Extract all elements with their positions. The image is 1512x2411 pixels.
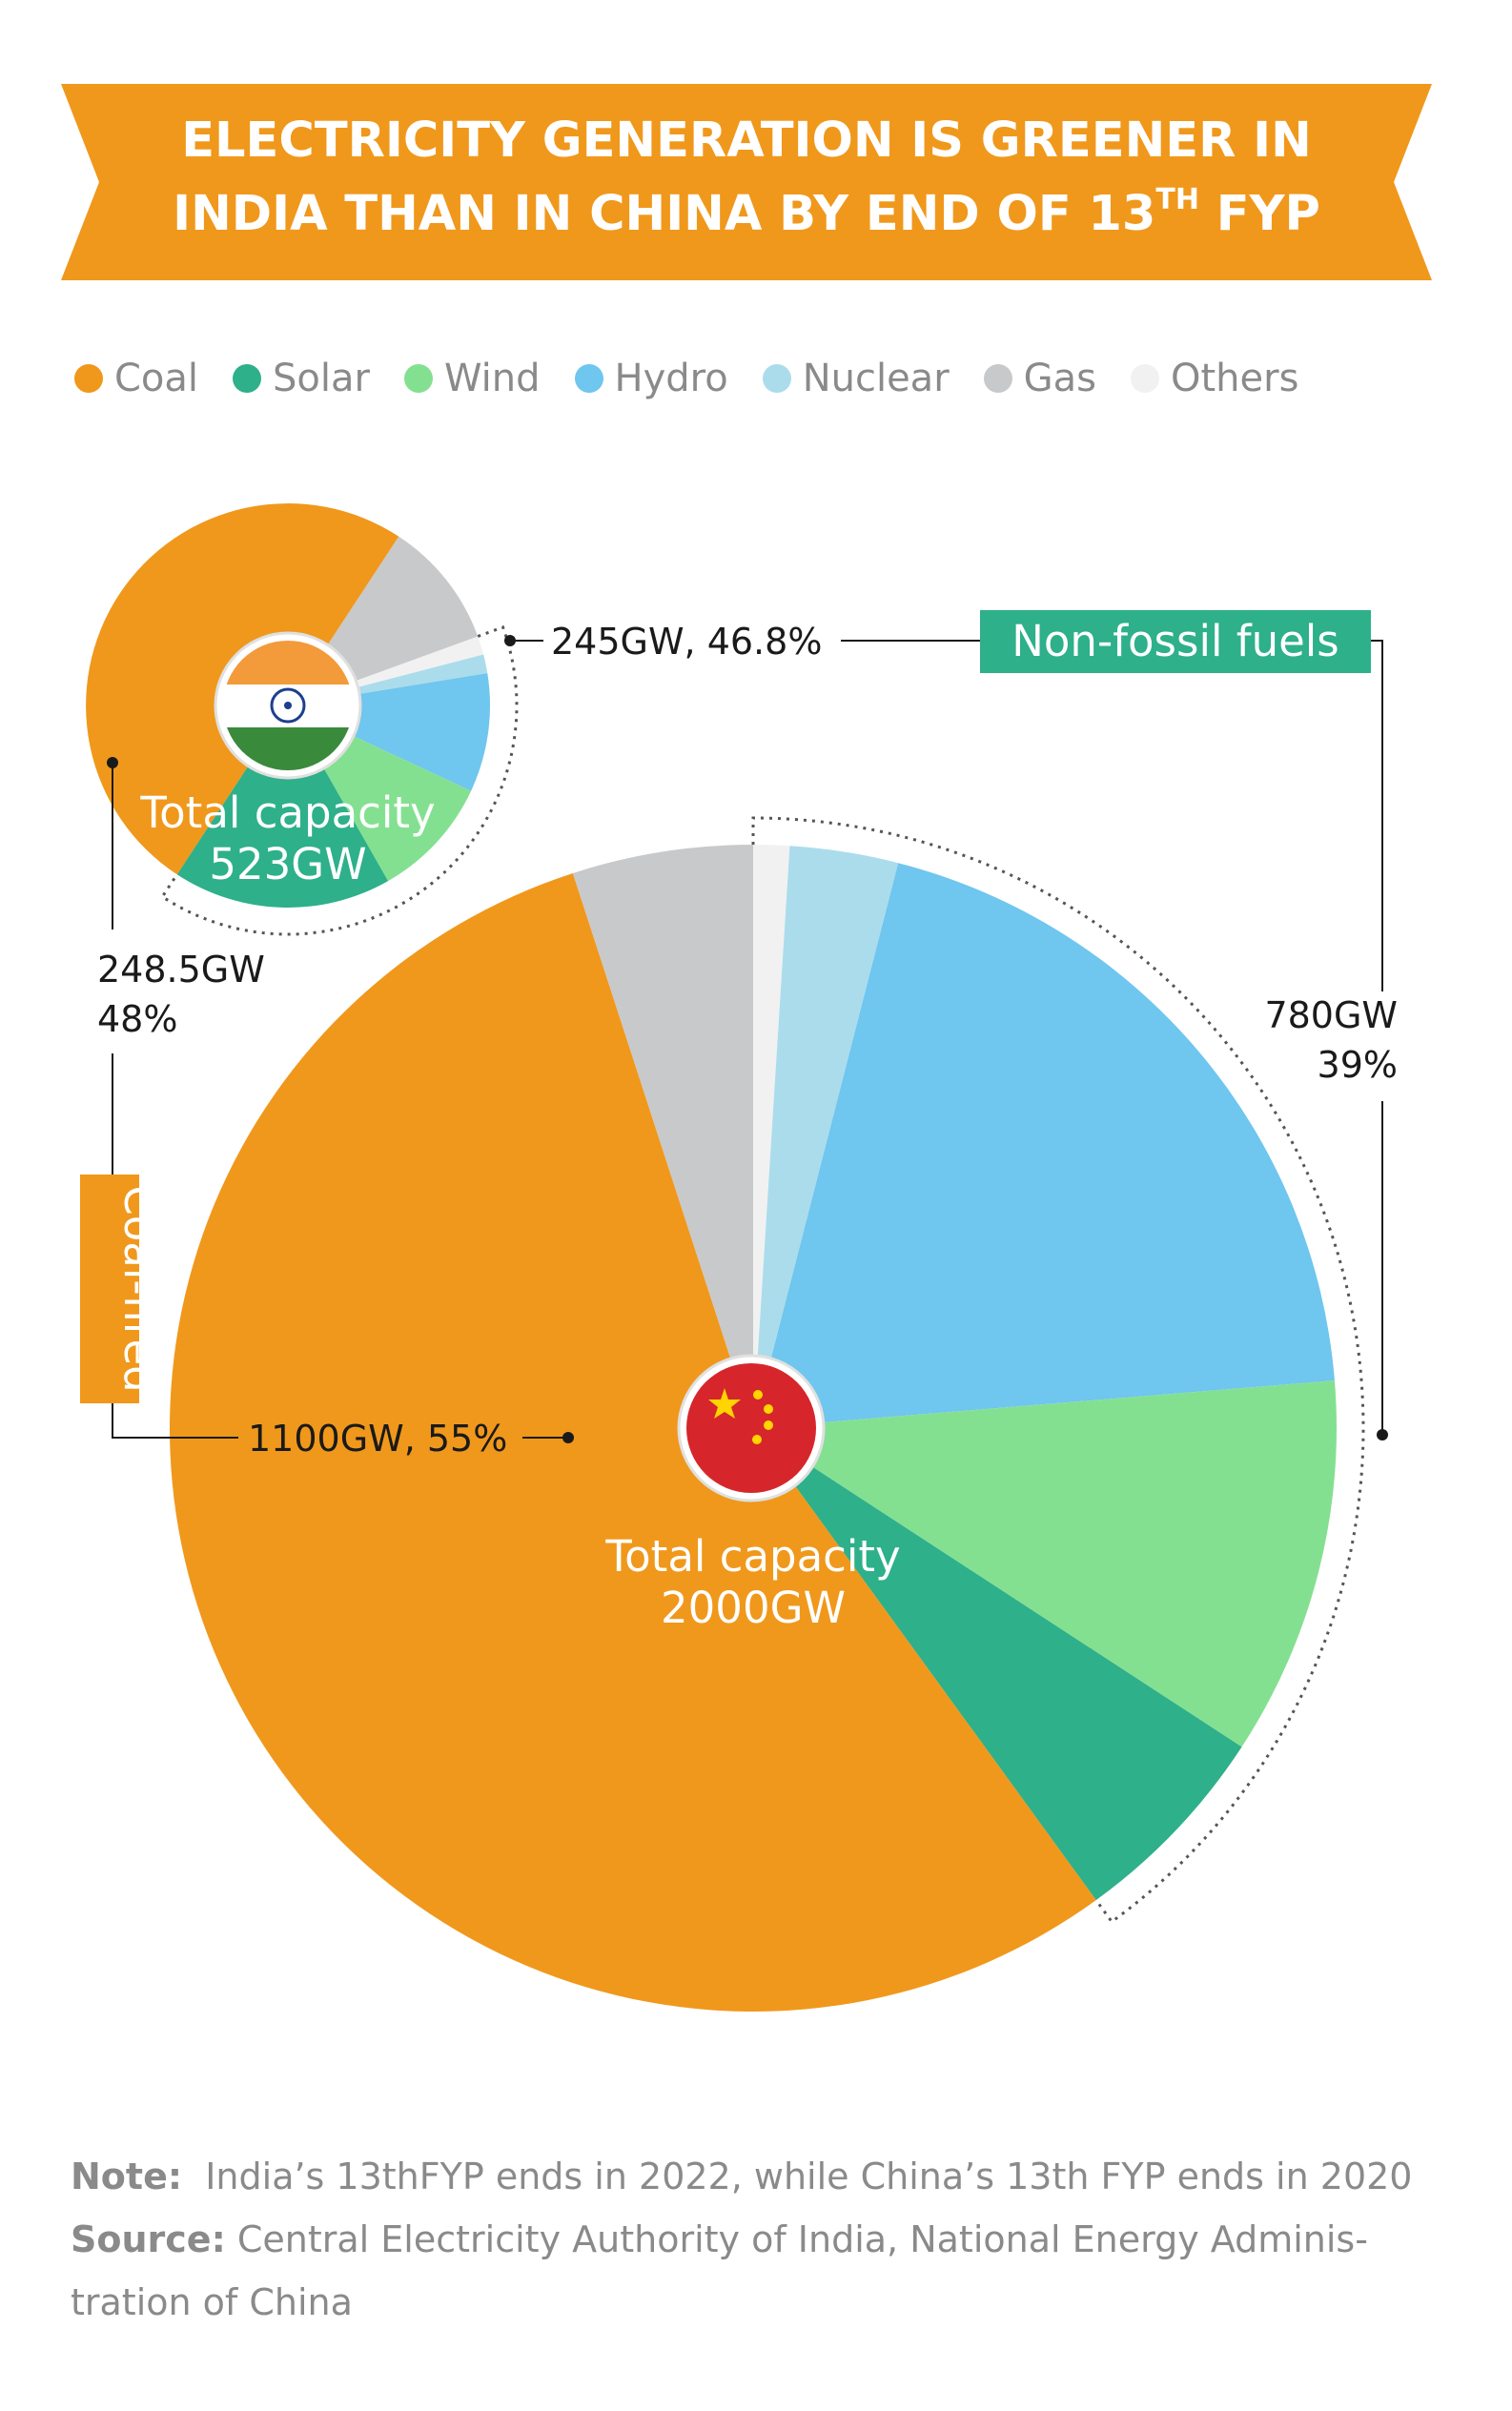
india-center-label-line-2: 523GW (209, 839, 366, 889)
legend: Coal Solar Wind Hydro Nuclear Gas Others (74, 355, 1298, 402)
china-nonfossil-value-line-1: 780GW (1264, 994, 1398, 1036)
footer-note: Note: India’s 13thFYP ends in 2022, whil… (71, 2145, 1453, 2208)
coal-tag-label: Coal-fired (114, 1185, 165, 1392)
legend-item-gas: Gas (983, 357, 1096, 400)
china-center-label-line-2: 2000GW (661, 1583, 846, 1633)
note-label: Note: (71, 2156, 183, 2197)
chart-title-superscript: TH (1155, 183, 1199, 216)
source-label: Source: (71, 2218, 226, 2260)
legend-swatch-others (1131, 364, 1159, 393)
legend-label-gas: Gas (1023, 357, 1096, 400)
legend-item-nuclear: Nuclear (762, 357, 950, 400)
india-coal-value-line-2: 48% (97, 998, 177, 1040)
chart-canvas: Total capacity 523GW Total capacity 2000… (80, 503, 1398, 2013)
title-banner: ELECTRICITY GENERATION IS GREENER IN IND… (61, 84, 1432, 280)
footer-source: Source: Central Electricity Authority of… (71, 2208, 1453, 2271)
legend-label-wind: Wind (443, 357, 541, 400)
india-center-label-line-1: Total capacity (139, 787, 435, 838)
legend-item-others: Others (1131, 357, 1298, 400)
nonfossil-tag-label: Non-fossil fuels (1011, 616, 1339, 666)
legend-swatch-hydro (574, 364, 603, 393)
footer-source-cont: tration of China (71, 2281, 353, 2323)
china-flag-icon (677, 1354, 826, 1502)
china-coal-value: 1100GW, 55% (248, 1418, 507, 1460)
coal-connector-lower (112, 1403, 238, 1439)
legend-label-hydro: Hydro (614, 357, 728, 400)
legend-label-others: Others (1171, 357, 1299, 400)
chart-title-line-2-end: FYP (1198, 186, 1320, 242)
chart-title-line-2-main: INDIA THAN IN CHINA BY END OF 13 (173, 186, 1156, 242)
legend-swatch-solar (233, 364, 262, 393)
india-flag-icon (214, 631, 362, 780)
china-nonfossil-bracket (751, 816, 1365, 1924)
legend-item-wind: Wind (403, 357, 541, 400)
source-text-1: Central Electricity Authority of India, … (236, 2218, 1368, 2260)
china-slice-wind (753, 1380, 1337, 1747)
china-slice-coal (169, 872, 1096, 2013)
china-slice-nuclear (753, 846, 899, 1428)
coal-tag (80, 1175, 139, 1403)
legend-item-solar: Solar (233, 357, 370, 400)
legend-label-coal: Coal (114, 357, 199, 400)
banner-shape (61, 84, 1432, 280)
note-text: India’s 13thFYP ends in 2022, while Chin… (205, 2156, 1413, 2197)
chart-title-line-2: INDIA THAN IN CHINA BY END OF 13TH FYP (61, 183, 1432, 242)
china-pie (169, 845, 1337, 2013)
china-nonfossil-dot (1377, 1429, 1388, 1440)
legend-item-hydro: Hydro (574, 357, 728, 400)
legend-label-nuclear: Nuclear (802, 357, 950, 400)
china-slice-others (753, 845, 790, 1428)
legend-swatch-gas (983, 364, 1012, 393)
nonfossil-tag (980, 610, 1371, 673)
china-center-label-line-1: Total capacity (604, 1531, 900, 1582)
india-coal-value-line-1: 248.5GW (97, 949, 265, 991)
china-slice-gas (572, 845, 753, 1428)
nonfossil-connector-right (1371, 640, 1383, 991)
china-slice-hydro (753, 863, 1335, 1428)
india-nonfossil-value: 245GW, 46.8% (551, 621, 822, 663)
footer: Note: India’s 13thFYP ends in 2022, whil… (71, 2145, 1453, 2334)
india-slice-solar (176, 705, 389, 908)
china-coal-dot (562, 1432, 574, 1443)
legend-swatch-coal (74, 364, 103, 393)
china-slice-solar (753, 1428, 1242, 1901)
legend-item-coal: Coal (74, 357, 198, 400)
legend-swatch-nuclear (762, 364, 791, 393)
legend-swatch-wind (403, 364, 433, 393)
legend-label-solar: Solar (273, 357, 370, 400)
china-nonfossil-value-line-2: 39% (1318, 1044, 1398, 1086)
chart-title-line-1: ELECTRICITY GENERATION IS GREENER IN (181, 112, 1312, 169)
